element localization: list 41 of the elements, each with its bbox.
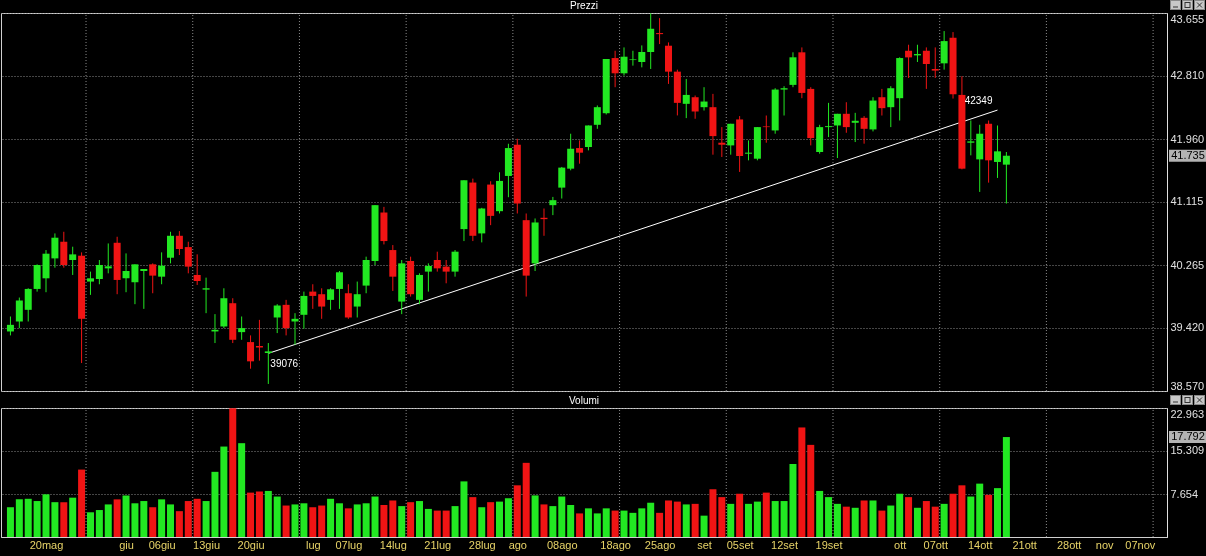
data-label: 42349 — [964, 95, 993, 107]
x-tick-label: 14lug — [379, 538, 407, 551]
chart-title: Volumi — [568, 395, 600, 406]
y-tick-label: 39.420 — [1170, 321, 1205, 334]
y-tick-label: 7.654 — [1170, 487, 1199, 500]
x-tick-label: 05set — [726, 538, 754, 551]
x-tick-label: 13giu — [193, 538, 221, 551]
y-tick-label: 15.309 — [1170, 444, 1205, 457]
x-tick-label: giu — [119, 538, 134, 551]
x-tick-label: 21lug — [424, 538, 452, 551]
x-tick-label: 07lug — [335, 538, 363, 551]
x-tick-label: 07nov — [1125, 538, 1156, 551]
x-tick-label: set — [697, 538, 712, 551]
x-tick-label: 28lug — [468, 538, 496, 551]
x-tick-label: 19set — [815, 538, 843, 551]
x-tick-label: 21ott — [1012, 538, 1037, 551]
x-tick-label: 07ott — [923, 538, 948, 551]
data-label: 39076 — [270, 358, 299, 370]
x-tick-label: 20giu — [237, 538, 265, 551]
x-tick-label: ago — [508, 538, 527, 551]
x-tick-label: 28ott — [1056, 538, 1082, 551]
x-tick-label: 06giu — [148, 538, 176, 551]
x-tick-label: nov — [1095, 538, 1115, 551]
y-tick-label: 41.115 — [1170, 195, 1204, 208]
x-tick-label: 14ott — [967, 538, 993, 551]
y-tick-label: 41.960 — [1170, 132, 1205, 145]
x-tick-label: lug — [305, 538, 321, 551]
y-tick-label: 43.655 — [1170, 12, 1205, 25]
x-tick-label: 08ago — [546, 538, 578, 551]
chart-title: Prezzi — [570, 0, 598, 11]
y-tick-label: 38.570 — [1170, 379, 1205, 392]
x-tick-label: 18ago — [600, 538, 631, 551]
x-tick-label: 25ago — [644, 538, 676, 551]
annotation: 17.792 — [1171, 430, 1205, 443]
x-tick-label: ott — [894, 538, 907, 551]
y-tick-label: 42.810 — [1170, 69, 1205, 82]
y-tick-label: 22.963 — [1170, 407, 1205, 420]
y-tick-label: 40.265 — [1170, 258, 1205, 271]
x-tick-label: 12set — [771, 538, 799, 551]
annotation: 41.735 — [1171, 148, 1205, 161]
x-tick-label: 20mag — [29, 538, 64, 551]
